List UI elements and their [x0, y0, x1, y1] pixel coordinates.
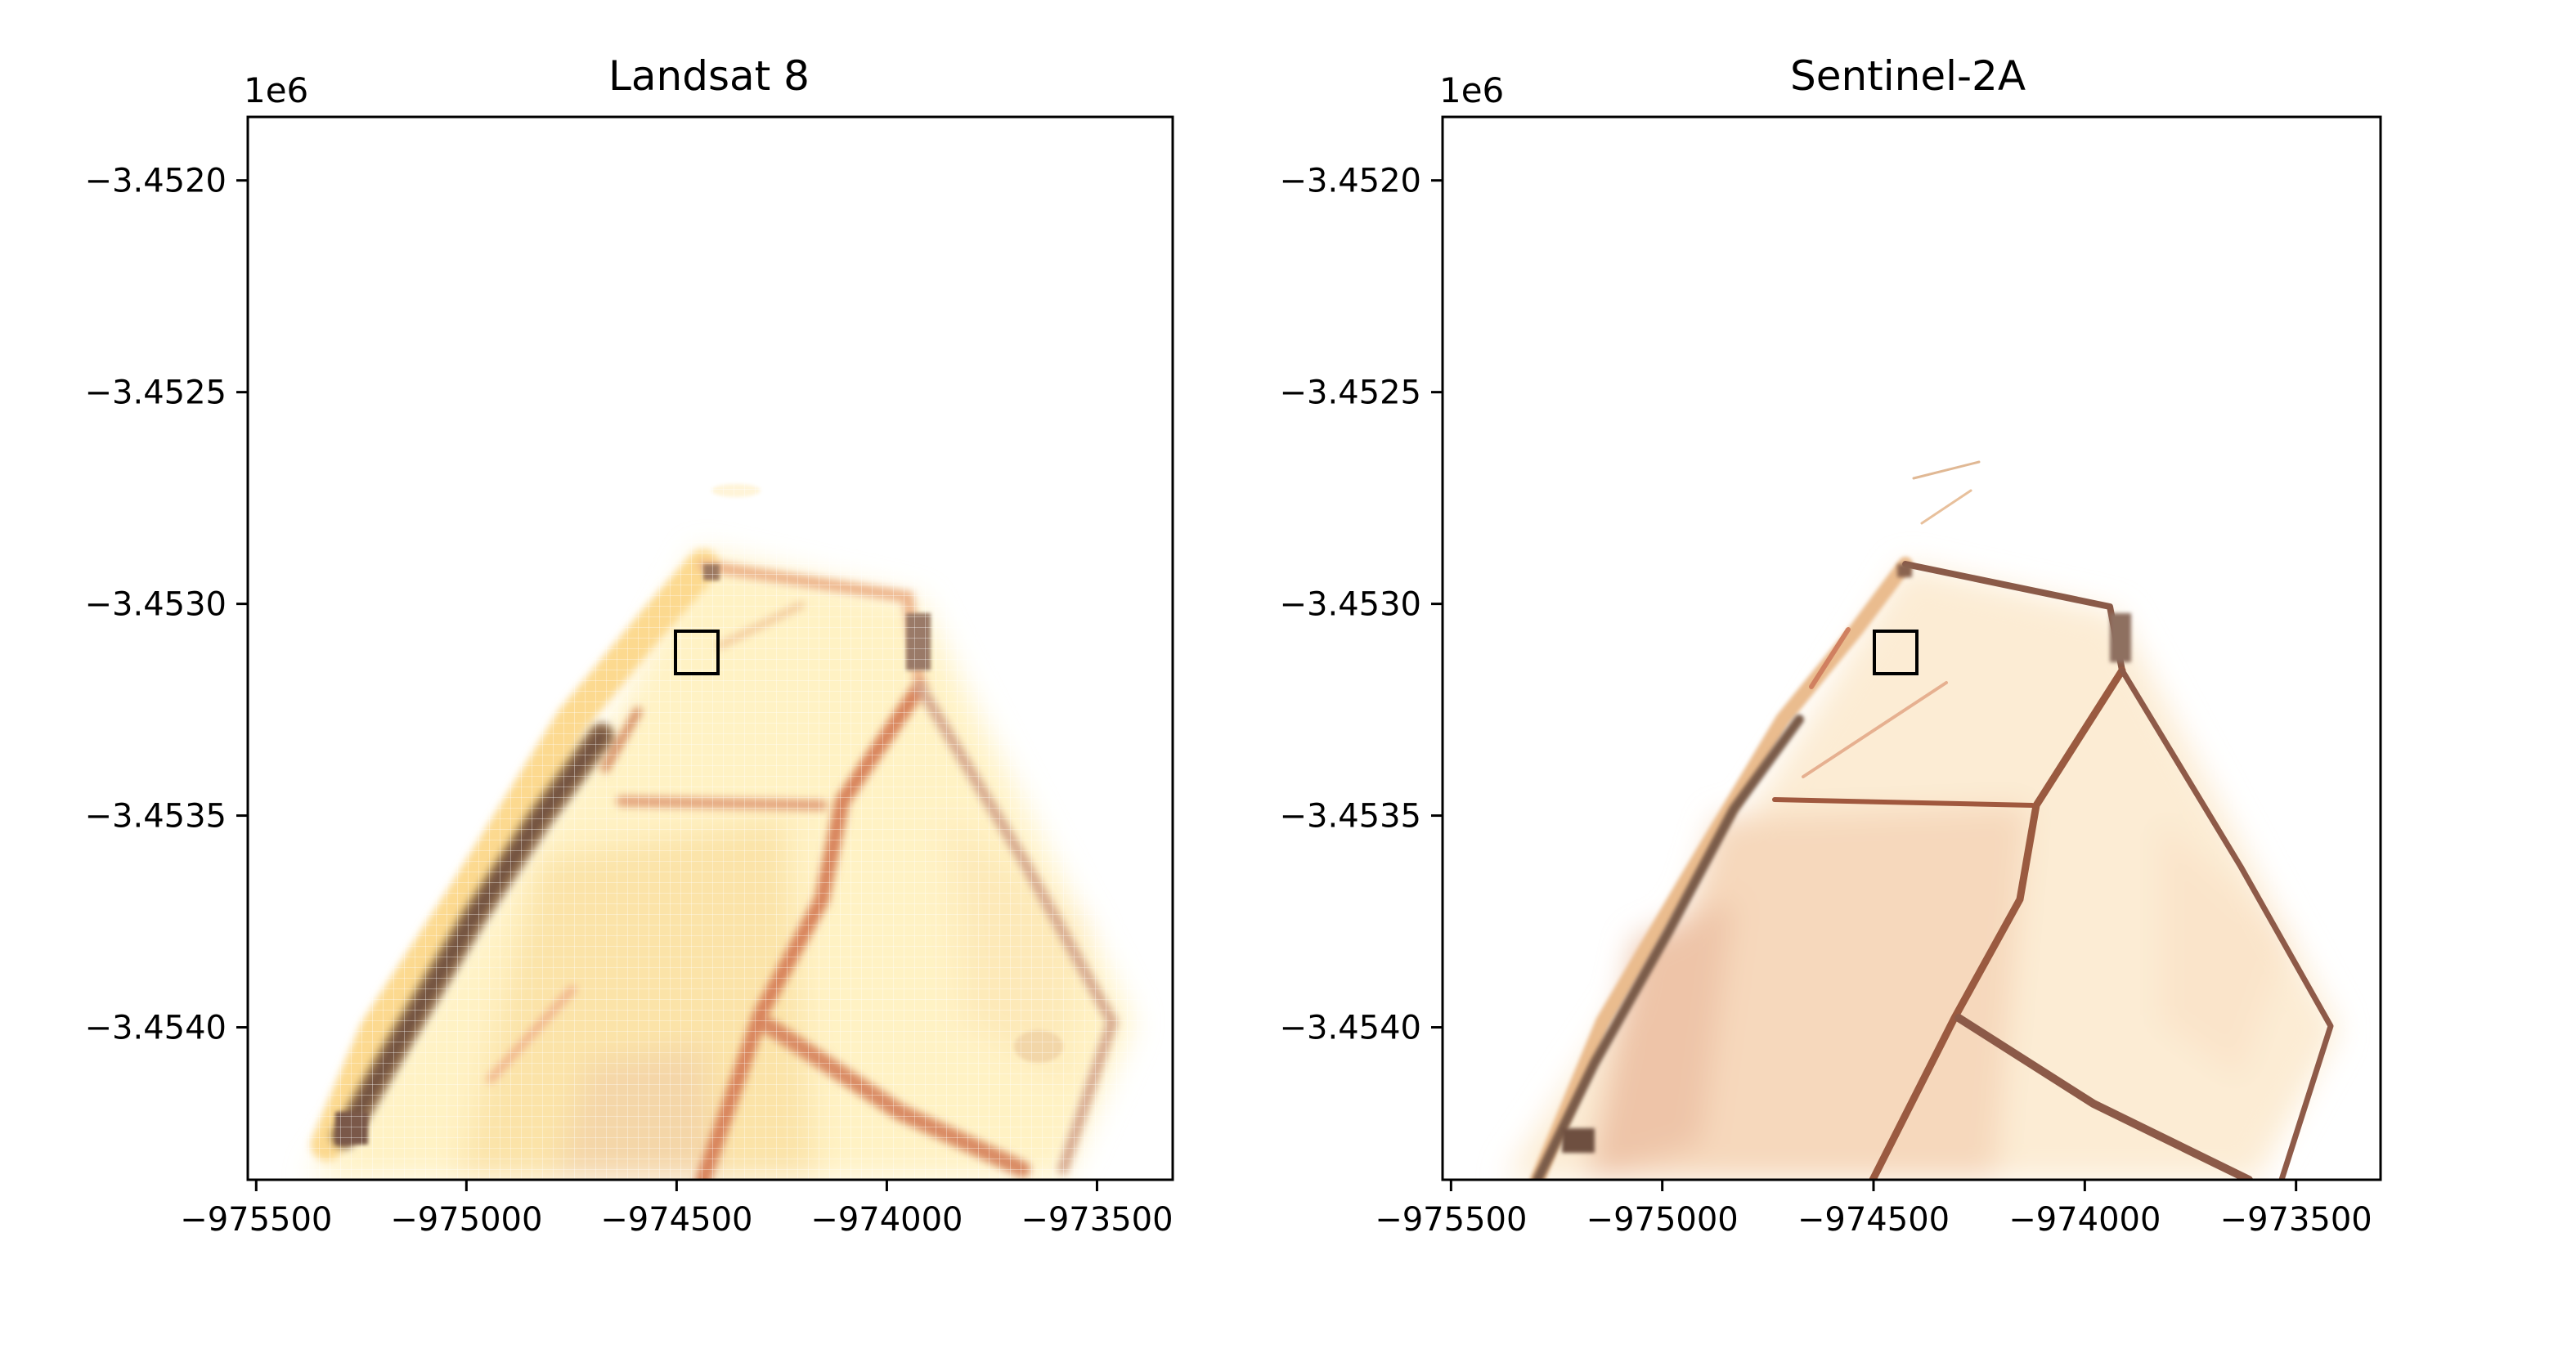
aoi-square-marker [1873, 630, 1919, 675]
subplot-title: Landsat 8 [608, 52, 810, 100]
x-tick-label: −975500 [180, 1201, 332, 1239]
axis-ticks: −975500 −975000 −974500 −974000 −973500 −3.45… [85, 163, 1174, 1239]
raster-image [1505, 460, 2339, 1180]
y-tick-label: −3.4530 [85, 586, 227, 624]
x-tick-label: −974000 [810, 1201, 963, 1239]
axis-ticks: −975500 −975000 −974500 −974000 −973500 −3.45… [1280, 163, 2372, 1239]
y-tick-label: −3.4530 [1280, 586, 1421, 624]
aoi-square-marker [674, 630, 720, 675]
x-tick-label: −974000 [2008, 1201, 2161, 1239]
subplot-title: Sentinel-2A [1790, 52, 2026, 100]
axes-frame [1441, 115, 2382, 1181]
axis-offset-text: 1e6 [244, 70, 308, 110]
y-tick-label: −3.4535 [1280, 798, 1421, 836]
x-tick-label: −973500 [1021, 1201, 1173, 1239]
y-tick-label: −3.4525 [85, 374, 227, 412]
x-tick-label: −975000 [390, 1201, 542, 1239]
y-tick-label: −3.4525 [1280, 374, 1421, 412]
x-tick-label: −975000 [1586, 1201, 1739, 1239]
subplot-landsat8: Landsat 8 1e6 [85, 52, 1174, 1239]
y-tick-label: −3.4520 [85, 163, 227, 200]
y-tick-label: −3.4535 [85, 798, 227, 836]
y-tick-label: −3.4540 [85, 1010, 227, 1047]
raster-image [248, 117, 1173, 1180]
y-tick-label: −3.4540 [1280, 1010, 1421, 1047]
subplot-sentinel2a: Sentinel-2A 1e6 [1280, 52, 2382, 1239]
x-tick-label: −973500 [2220, 1201, 2372, 1239]
axes-frame [246, 115, 1174, 1181]
x-tick-label: −975500 [1375, 1201, 1527, 1239]
x-tick-label: −974500 [1797, 1201, 1950, 1239]
y-tick-label: −3.4520 [1280, 163, 1421, 200]
axis-offset-text: 1e6 [1439, 70, 1504, 110]
x-tick-label: −974500 [600, 1201, 752, 1239]
